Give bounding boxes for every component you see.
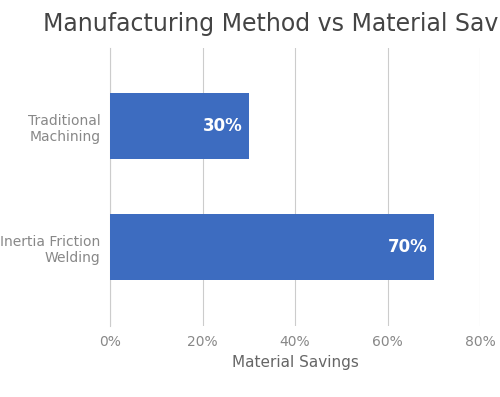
Bar — [110, 93, 249, 160]
X-axis label: Material Savings: Material Savings — [232, 355, 358, 370]
Text: 30%: 30% — [203, 117, 242, 135]
Text: 70%: 70% — [388, 238, 428, 256]
Title: Manufacturing Method vs Material Savings: Manufacturing Method vs Material Savings — [43, 12, 500, 36]
Bar — [110, 214, 434, 280]
